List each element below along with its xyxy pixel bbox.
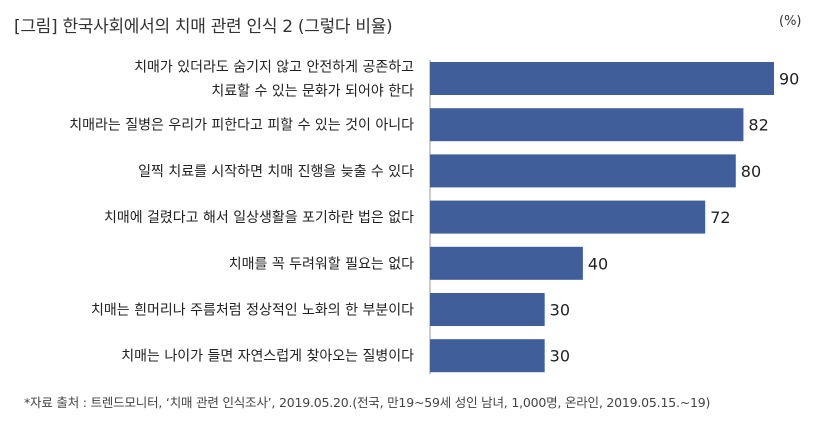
category-label-5: 치매를 꼭 두려워할 필요는 없다 <box>229 256 414 272</box>
category-label-3: 일찍 치료를 시작하면 치매 진행을 늦출 수 있다 <box>138 164 414 180</box>
bar-5 <box>430 246 583 280</box>
value-label-2: 82 <box>748 116 768 135</box>
value-label-6: 30 <box>550 301 570 320</box>
bar-6 <box>430 293 545 326</box>
bar-1 <box>430 62 774 95</box>
bar-4 <box>430 200 706 234</box>
category-label-1-line-1: 치매가 있더라도 숨기지 않고 안전하게 공존하고 <box>134 60 414 76</box>
bar-7 <box>430 339 545 373</box>
bar-3 <box>430 154 736 188</box>
category-label-4: 치매에 걸렸다고 해서 일상생활을 포기하란 법은 없다 <box>104 210 414 226</box>
category-label-1-line-2: 치료할 수 있는 문화가 되어야 한다 <box>211 84 414 100</box>
unit-label: (%) <box>779 14 802 29</box>
bar-2 <box>430 108 744 142</box>
value-label-4: 72 <box>710 208 730 227</box>
category-label-6: 치매는 흰머리나 주름처럼 정상적인 노화의 한 부분이다 <box>91 303 414 319</box>
source-note: *자료 출처 : 트렌드모니터, ‘치매 관련 인식조사’, 2019.05.2… <box>24 395 711 410</box>
value-label-1: 90 <box>779 70 799 89</box>
value-label-5: 40 <box>588 254 608 273</box>
value-label-3: 80 <box>741 162 761 181</box>
chart-title: [그림] 한국사회에서의 치매 관련 인식 2 (그렇다 비율) <box>14 17 393 37</box>
category-label-2: 치매라는 질병은 우리가 피한다고 피할 수 있는 것이 아니다 <box>69 118 414 134</box>
value-label-7: 30 <box>550 347 570 366</box>
category-label-7: 치매는 나이가 들면 자연스럽게 찾아오는 질병이다 <box>121 349 414 365</box>
